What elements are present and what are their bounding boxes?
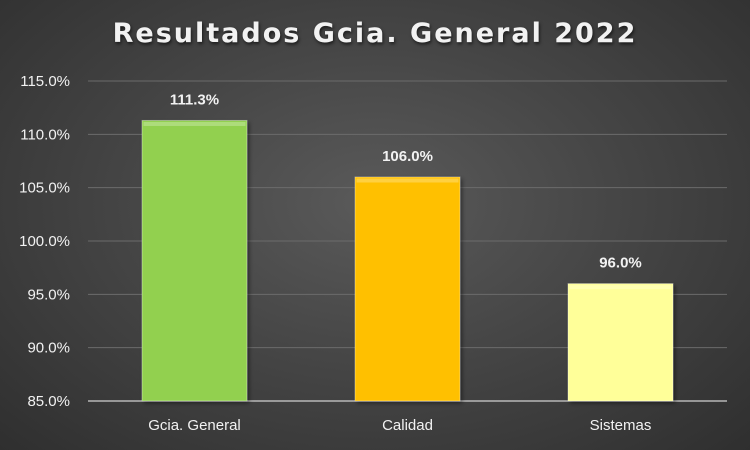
bar-gcia-general <box>141 119 248 402</box>
y-tick-label: 85.0% <box>27 393 70 410</box>
y-tick-label: 95.0% <box>27 286 70 303</box>
bar-calidad <box>354 176 461 402</box>
data-label: 96.0% <box>599 255 642 272</box>
bar-highlight <box>143 121 246 126</box>
x-tick-label: Calidad <box>382 417 433 434</box>
x-tick-label: Sistemas <box>590 417 652 434</box>
data-labels: 111.3% 106.0% 96.0% <box>170 91 642 271</box>
y-tick-label: 90.0% <box>27 340 70 357</box>
y-tick-label: 100.0% <box>19 233 70 250</box>
bars <box>141 119 674 402</box>
y-axis-tick-labels: 85.0% 90.0% 95.0% 100.0% 105.0% 110.0% 115.0% <box>19 73 70 410</box>
y-tick-label: 115.0% <box>20 73 70 90</box>
bar-sistemas <box>567 283 674 402</box>
y-tick-label: 105.0% <box>19 180 70 197</box>
data-label: 106.0% <box>382 148 433 165</box>
bar-highlight <box>356 178 459 183</box>
x-axis-tick-labels: Gcia. General Calidad Sistemas <box>148 417 651 434</box>
y-tick-label: 110.0% <box>20 126 70 143</box>
x-tick-label: Gcia. General <box>148 417 241 434</box>
chart-title: Resultados Gcia. General 2022 <box>112 18 638 49</box>
bar-highlight <box>569 285 672 290</box>
data-label: 111.3% <box>170 91 219 108</box>
